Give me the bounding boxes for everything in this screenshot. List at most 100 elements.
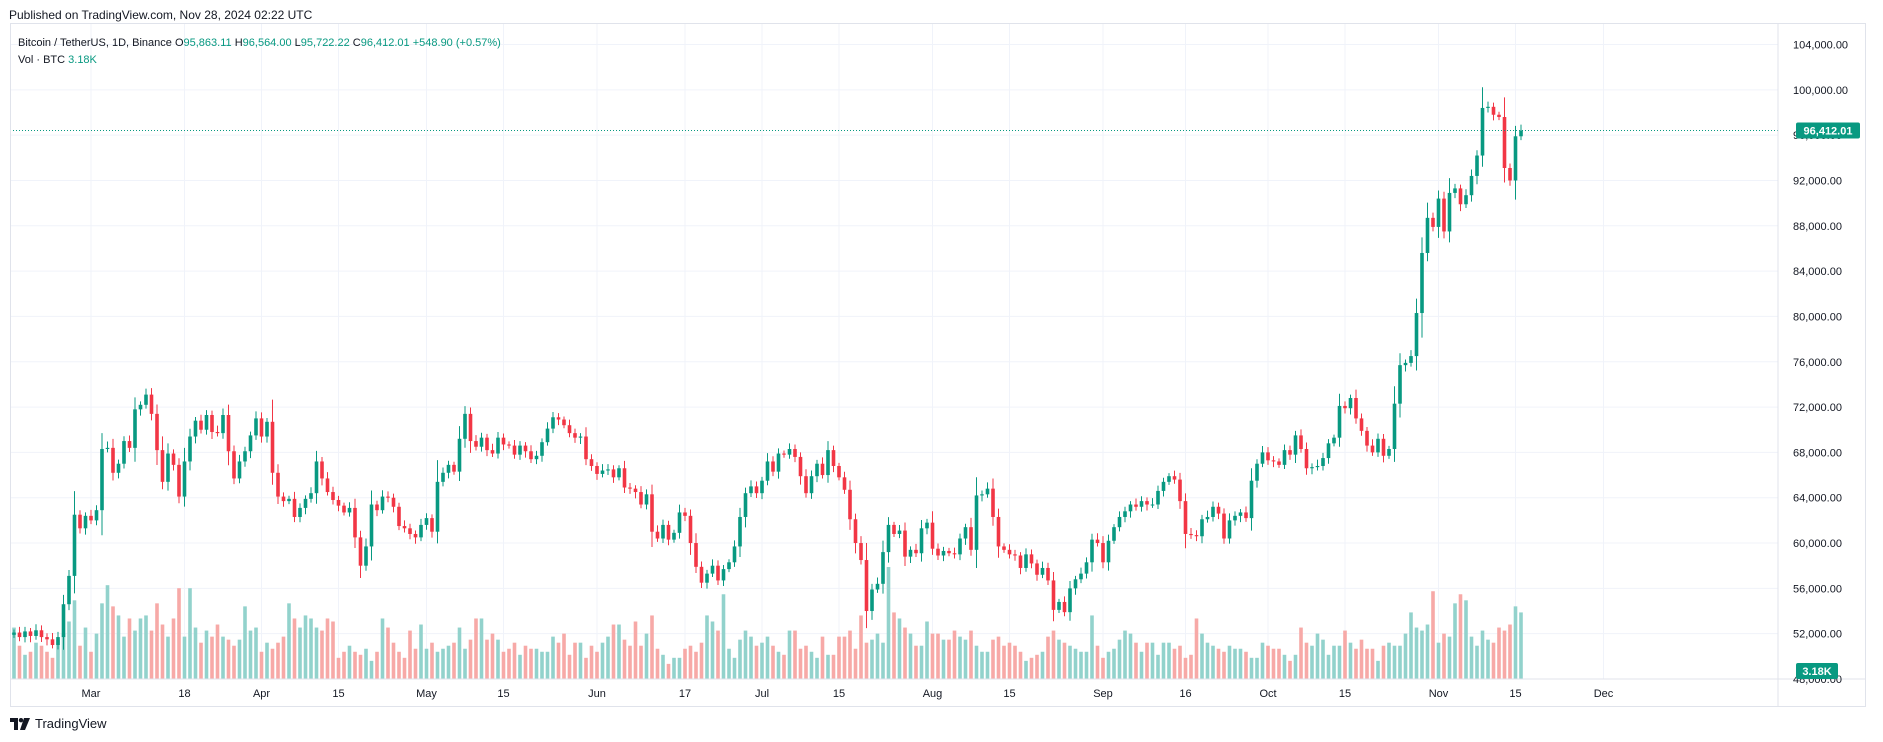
candle-body — [468, 413, 473, 442]
last-volume-badge-label: 3.18K — [1802, 666, 1831, 678]
volume-bar — [969, 630, 973, 679]
legend-open-label: O — [174, 37, 184, 49]
volume-bar — [936, 633, 940, 679]
volume-bar — [1398, 645, 1402, 679]
time-tick-label: Dec — [1594, 688, 1614, 700]
candle-body — [171, 453, 176, 465]
volume-bar — [1392, 645, 1397, 679]
volume-bar — [1145, 642, 1149, 679]
volume-bar — [1150, 642, 1155, 679]
candle-body — [886, 524, 891, 553]
candle-body — [254, 418, 258, 436]
candle-body — [831, 450, 836, 466]
volume-bar — [765, 636, 770, 679]
candle-body — [958, 538, 962, 555]
volume-bar — [452, 642, 456, 679]
candle-body — [1376, 438, 1380, 453]
volume-bar — [23, 654, 27, 679]
volume-bar — [859, 615, 863, 679]
volume-bar — [259, 651, 264, 679]
candle-body — [655, 531, 660, 539]
volume-bar — [595, 651, 599, 679]
candle-body — [1354, 398, 1358, 419]
candle-body — [1062, 601, 1067, 613]
volume-bar — [17, 645, 22, 679]
volume-bar — [1321, 639, 1325, 679]
time-axis[interactable]: Mar 18 Apr 15 May 15 Jun 17 Jul 15 Aug 15 Sep 16 Oct 15… — [82, 688, 1614, 700]
candle-body — [815, 463, 819, 477]
candle-body — [479, 437, 484, 447]
candle-body — [237, 461, 242, 479]
volume-bar — [314, 627, 319, 679]
volume-bar — [699, 642, 704, 679]
volume-bar — [1475, 645, 1479, 679]
candle-body — [336, 499, 341, 506]
volume-bar — [1046, 636, 1050, 679]
volume-bar — [1442, 633, 1446, 679]
volume-bar — [72, 600, 77, 679]
volume-bar — [94, 633, 99, 679]
candle-body — [270, 421, 275, 473]
candle-body — [947, 550, 951, 554]
price-badges: 96,412.01 3.18K — [1796, 122, 1860, 679]
volume-bar — [804, 645, 808, 679]
price-axis[interactable]: 104,000.00100,000.0096,000.0092,000.0088… — [1793, 40, 1848, 687]
candle-body — [221, 415, 225, 434]
volume-bar — [1277, 648, 1281, 679]
legend-high-label: H — [234, 37, 243, 49]
volume-bar — [375, 651, 379, 679]
volume-bar — [919, 645, 924, 679]
volume-bar — [771, 645, 775, 679]
volume-bar — [1068, 645, 1072, 679]
volume-bar — [556, 642, 561, 679]
volume-bar — [1101, 657, 1105, 679]
candle-body — [787, 448, 792, 455]
candle-body — [1337, 405, 1342, 438]
last-price-badge — [1796, 122, 1860, 139]
volume-bar — [116, 615, 121, 679]
candle-body — [1332, 437, 1336, 444]
candle-body — [1293, 435, 1298, 455]
candle-body — [204, 415, 209, 430]
candle-body — [859, 543, 863, 561]
candle-body — [540, 442, 544, 456]
candle-body — [1073, 579, 1078, 589]
candle-body — [138, 404, 143, 410]
candle-body — [1513, 136, 1518, 181]
volume-bar — [1403, 633, 1408, 679]
candle-body — [446, 464, 451, 473]
volume-bar — [276, 642, 280, 679]
candle-body — [457, 438, 462, 472]
candle-body — [639, 492, 643, 505]
volume-bar — [1431, 591, 1435, 679]
volume-bar — [1233, 648, 1237, 679]
candle-body — [1205, 516, 1210, 520]
candle-body — [518, 445, 522, 455]
candle-body — [435, 481, 440, 532]
candle-body — [1480, 107, 1485, 156]
volume-bar — [490, 633, 495, 679]
candle-body — [452, 464, 456, 472]
volume-bar — [336, 657, 341, 679]
volume-bar — [1519, 612, 1523, 679]
candle-body — [606, 469, 610, 471]
volume-bar — [1167, 642, 1171, 679]
candle-body — [1392, 403, 1397, 449]
volume-bar — [798, 648, 803, 679]
candle-body — [699, 566, 704, 583]
candle-body — [1403, 362, 1408, 366]
legend-volume-row: Vol · BTC 3.18K — [18, 52, 501, 69]
candle-body — [265, 421, 269, 437]
candle-body — [1381, 438, 1386, 456]
candle-body — [716, 565, 720, 581]
candle-body — [144, 394, 148, 405]
tradingview-brand[interactable]: TradingView — [10, 716, 107, 731]
candle-body — [83, 515, 88, 529]
candle-body — [963, 527, 968, 539]
volume-bar — [468, 639, 473, 679]
volume-bar — [171, 618, 176, 679]
volume-bar — [628, 645, 632, 679]
volume-bar — [138, 618, 143, 679]
candle-body — [1150, 504, 1155, 506]
